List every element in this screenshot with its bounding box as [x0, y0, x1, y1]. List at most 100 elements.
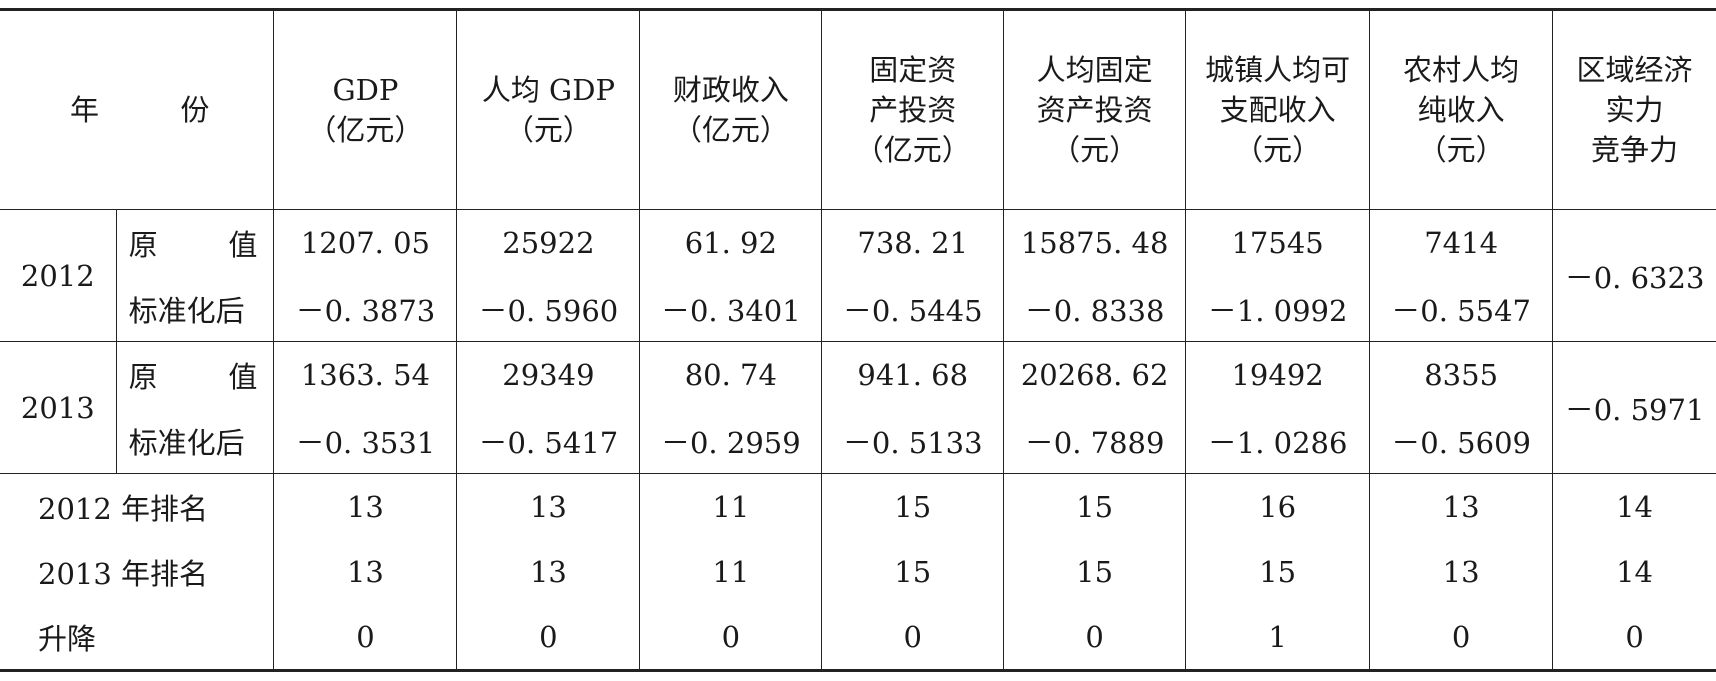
col-header-line: 竞争力: [1591, 133, 1679, 167]
table-cell: －0. 7889: [1003, 408, 1186, 474]
table-cell: －1. 0992: [1185, 276, 1370, 342]
rank-cell: 13: [273, 473, 457, 539]
col-header-line: 纯收入: [1417, 93, 1505, 127]
col-header-line: 城镇人均可: [1205, 53, 1351, 87]
table-cell: 19492: [1185, 341, 1370, 408]
table-cell: －0. 2959: [639, 408, 822, 474]
raw-label-left: 原: [128, 360, 158, 394]
col-header-line: （元）: [1234, 133, 1322, 167]
col-header-line: 产投资: [869, 93, 957, 127]
col-header-line: 农村人均: [1403, 53, 1520, 87]
col-header-line: 财政收入: [672, 73, 789, 107]
table-cell: 17545: [1185, 209, 1370, 276]
rank-row-2013: 2013 年排名 13 13 11 15 15 15 13 14: [0, 539, 1716, 604]
rank-cell: 13: [1369, 539, 1553, 604]
year-header-left: 年: [70, 93, 100, 127]
competitiveness-cell-2012: －0. 6323: [1552, 209, 1716, 342]
col-header-line: （元）: [1417, 133, 1505, 167]
table-cell: －0. 5417: [456, 408, 640, 474]
col-header-line: （元）: [1051, 133, 1139, 167]
col-header-line: GDP: [332, 73, 399, 107]
rank-cell: 13: [1369, 473, 1553, 539]
col-header-fiscal-revenue: 财政收入 （亿元）: [639, 8, 822, 210]
table-cell: －0. 5609: [1369, 408, 1553, 474]
year-cell-2013: 2013: [0, 341, 117, 474]
table-cell: 20268. 62: [1003, 341, 1186, 408]
col-header-line: （亿元）: [672, 113, 789, 147]
col-header-line: （亿元）: [854, 133, 971, 167]
col-header-line: 实力: [1605, 93, 1664, 127]
rank-cell: 0: [273, 604, 457, 672]
col-header-rural-income: 农村人均 纯收入 （元）: [1369, 8, 1553, 210]
raw-label-left: 原: [128, 228, 158, 262]
competitiveness-cell-2013: －0. 5971: [1552, 341, 1716, 474]
col-header-fixed-investment: 固定资 产投资 （亿元）: [821, 8, 1004, 210]
table-row: 标准化后 －0. 3873 －0. 5960 －0. 3401 －0. 5445…: [0, 276, 1716, 342]
table-cell: 61. 92: [639, 209, 822, 276]
rank-cell: 15: [821, 539, 1004, 604]
table-cell: －0. 3401: [639, 276, 822, 342]
col-header-fixed-investment-per-capita: 人均固定 资产投资 （元）: [1003, 8, 1186, 210]
col-header-line: （元）: [504, 113, 592, 147]
table-cell: 941. 68: [821, 341, 1004, 408]
year-header-right: 份: [180, 93, 210, 127]
rank-cell: 13: [456, 539, 640, 604]
rank-cell: 0: [821, 604, 1004, 672]
table-cell: －0. 5133: [821, 408, 1004, 474]
rank-cell: 14: [1552, 473, 1716, 539]
rank-label: 2013 年排名: [38, 556, 209, 591]
table-cell: －1. 0286: [1185, 408, 1370, 474]
raw-label: 原 值: [115, 341, 274, 408]
rank-cell: 13: [456, 473, 640, 539]
raw-label: 原 值: [115, 209, 274, 276]
rank-cell: 0: [639, 604, 822, 672]
rank-cell: 0: [456, 604, 640, 672]
table-cell: 80. 74: [639, 341, 822, 408]
table-cell: －0. 8338: [1003, 276, 1186, 342]
col-header-line: 支配收入: [1219, 93, 1336, 127]
col-header-line: 人均 GDP: [481, 73, 615, 107]
rank-cell: 16: [1185, 473, 1370, 539]
competitiveness-table: 年 份 GDP （亿元） 人均 GDP （元） 财政收入 （亿元） 固定资 产投…: [0, 8, 1716, 672]
col-header-gdp-per-capita: 人均 GDP （元）: [456, 8, 640, 210]
rank-cell: 15: [1003, 473, 1186, 539]
table-cell: 8355: [1369, 341, 1553, 408]
col-header-line: （亿元）: [307, 113, 424, 147]
rank-cell: 13: [273, 539, 457, 604]
rank-cell: 15: [821, 473, 1004, 539]
col-header-line: 区域经济: [1576, 53, 1693, 87]
table-cell: 29349: [456, 341, 640, 408]
rank-cell: 15: [1003, 539, 1186, 604]
rank-cell: 15: [1185, 539, 1370, 604]
table-cell: －0. 5547: [1369, 276, 1553, 342]
table-cell: 738. 21: [821, 209, 1004, 276]
std-label: 标准化后: [115, 276, 274, 342]
header-row: 年 份 GDP （亿元） 人均 GDP （元） 财政收入 （亿元） 固定资 产投…: [0, 8, 1716, 210]
table-cell: 1363. 54: [273, 341, 457, 408]
rank-cell: 14: [1552, 539, 1716, 604]
table-cell: －0. 3531: [273, 408, 457, 474]
std-label: 标准化后: [115, 408, 274, 474]
table-row: 标准化后 －0. 3531 －0. 5417 －0. 2959 －0. 5133…: [0, 408, 1716, 474]
table-cell: 25922: [456, 209, 640, 276]
col-header-line: 人均固定: [1036, 53, 1153, 87]
rank-cell: 11: [639, 473, 822, 539]
table-cell: 15875. 48: [1003, 209, 1186, 276]
rank-label: 2012 年排名: [38, 491, 209, 526]
data-table-container: 年 份 GDP （亿元） 人均 GDP （元） 财政收入 （亿元） 固定资 产投…: [0, 8, 1716, 672]
rank-cell: 1: [1185, 604, 1370, 672]
rank-change-row: 升降 0 0 0 0 0 1 0 0: [0, 604, 1716, 672]
rank-change-label: 升降: [0, 604, 274, 672]
table-row: 2013 原 值 1363. 54 29349 80. 74 941. 68 2…: [0, 341, 1716, 474]
table-cell: 7414: [1369, 209, 1553, 276]
raw-label-right: 值: [228, 360, 258, 394]
col-header-line: 固定资: [869, 53, 957, 87]
table-cell: －0. 5445: [821, 276, 1004, 342]
raw-label-right: 值: [228, 228, 258, 262]
table-cell: －0. 3873: [273, 276, 457, 342]
rank-cell: 0: [1003, 604, 1186, 672]
col-header-line: 资产投资: [1036, 93, 1153, 127]
table-cell: 1207. 05: [273, 209, 457, 276]
table-cell: －0. 5960: [456, 276, 640, 342]
rank-cell: 0: [1369, 604, 1553, 672]
